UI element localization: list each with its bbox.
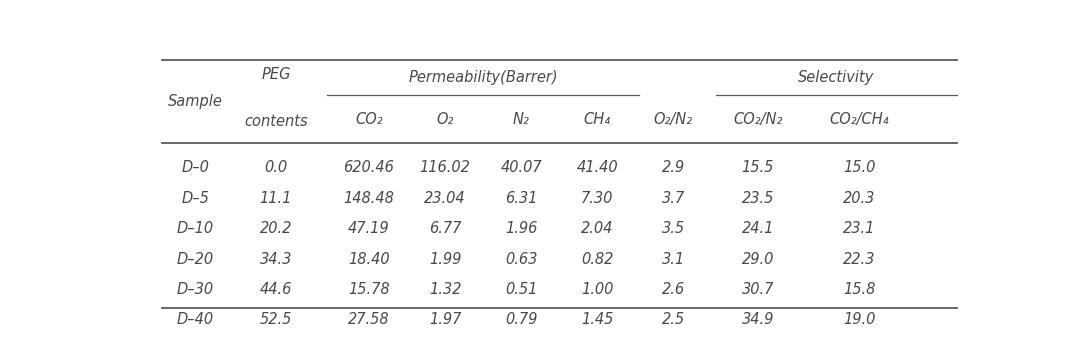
Text: 0.63: 0.63 [505, 251, 537, 267]
Text: Selectivity: Selectivity [798, 70, 874, 85]
Text: 24.1: 24.1 [742, 221, 774, 236]
Text: O₂/N₂: O₂/N₂ [654, 111, 693, 127]
Text: D–40: D–40 [177, 312, 214, 327]
Text: 20.3: 20.3 [843, 191, 875, 206]
Text: 3.1: 3.1 [662, 251, 685, 267]
Text: Sample: Sample [168, 94, 223, 109]
Text: 40.07: 40.07 [501, 161, 542, 175]
Text: D–30: D–30 [177, 282, 214, 297]
Text: 30.7: 30.7 [742, 282, 774, 297]
Text: contents: contents [244, 114, 308, 129]
Text: 23.1: 23.1 [843, 221, 875, 236]
Text: O₂: O₂ [436, 111, 454, 127]
Text: 2.5: 2.5 [662, 312, 685, 327]
Text: 15.8: 15.8 [843, 282, 875, 297]
Text: 20.2: 20.2 [260, 221, 292, 236]
Text: D–0: D–0 [181, 161, 209, 175]
Text: 6.77: 6.77 [429, 221, 461, 236]
Text: 44.6: 44.6 [260, 282, 292, 297]
Text: 23.5: 23.5 [742, 191, 774, 206]
Text: 22.3: 22.3 [843, 251, 875, 267]
Text: 27.58: 27.58 [348, 312, 389, 327]
Text: CO₂/CH₄: CO₂/CH₄ [829, 111, 889, 127]
Text: 0.79: 0.79 [505, 312, 537, 327]
Text: 0.82: 0.82 [582, 251, 613, 267]
Text: 15.78: 15.78 [348, 282, 389, 297]
Text: 0.51: 0.51 [505, 282, 537, 297]
Text: 620.46: 620.46 [344, 161, 394, 175]
Text: 29.0: 29.0 [742, 251, 774, 267]
Text: 1.32: 1.32 [429, 282, 461, 297]
Text: D–20: D–20 [177, 251, 214, 267]
Text: 3.7: 3.7 [662, 191, 685, 206]
Text: 6.31: 6.31 [505, 191, 537, 206]
Text: 52.5: 52.5 [260, 312, 292, 327]
Text: 11.1: 11.1 [260, 191, 292, 206]
Text: 148.48: 148.48 [344, 191, 394, 206]
Text: 7.30: 7.30 [582, 191, 613, 206]
Text: 0.0: 0.0 [264, 161, 287, 175]
Text: 15.0: 15.0 [843, 161, 875, 175]
Text: D–5: D–5 [181, 191, 209, 206]
Text: 34.9: 34.9 [742, 312, 774, 327]
Text: 34.3: 34.3 [260, 251, 292, 267]
Text: 1.45: 1.45 [582, 312, 613, 327]
Text: 2.9: 2.9 [662, 161, 685, 175]
Text: CO₂/N₂: CO₂/N₂ [733, 111, 782, 127]
Text: 15.5: 15.5 [742, 161, 774, 175]
Text: 3.5: 3.5 [662, 221, 685, 236]
Text: 1.00: 1.00 [582, 282, 613, 297]
Text: 2.04: 2.04 [582, 221, 613, 236]
Text: 19.0: 19.0 [843, 312, 875, 327]
Text: 47.19: 47.19 [348, 221, 389, 236]
Text: Permeability(Barrer): Permeability(Barrer) [408, 70, 558, 85]
Text: 18.40: 18.40 [348, 251, 389, 267]
Text: 1.96: 1.96 [505, 221, 537, 236]
Text: CO₂: CO₂ [355, 111, 383, 127]
Text: 41.40: 41.40 [576, 161, 618, 175]
Text: CH₄: CH₄ [584, 111, 611, 127]
Text: 1.99: 1.99 [429, 251, 461, 267]
Text: 116.02: 116.02 [420, 161, 470, 175]
Text: D–10: D–10 [177, 221, 214, 236]
Text: 1.97: 1.97 [429, 312, 461, 327]
Text: 23.04: 23.04 [424, 191, 466, 206]
Text: 2.6: 2.6 [662, 282, 685, 297]
Text: N₂: N₂ [513, 111, 529, 127]
Text: PEG: PEG [261, 67, 290, 82]
